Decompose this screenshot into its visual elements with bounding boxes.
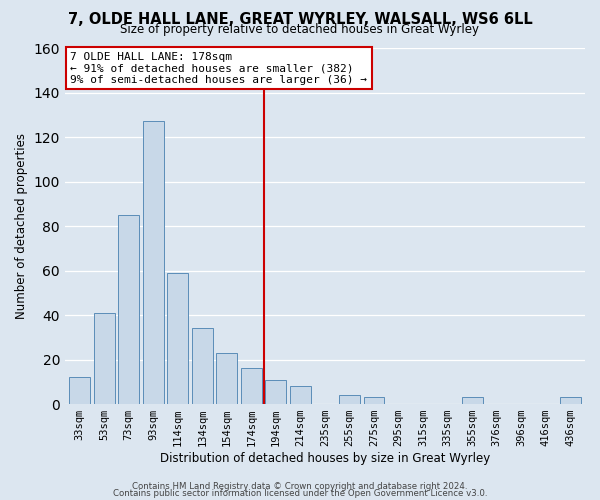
Text: Contains HM Land Registry data © Crown copyright and database right 2024.: Contains HM Land Registry data © Crown c… bbox=[132, 482, 468, 491]
Text: 7, OLDE HALL LANE, GREAT WYRLEY, WALSALL, WS6 6LL: 7, OLDE HALL LANE, GREAT WYRLEY, WALSALL… bbox=[68, 12, 532, 28]
Text: Contains public sector information licensed under the Open Government Licence v3: Contains public sector information licen… bbox=[113, 490, 487, 498]
Bar bbox=[339, 395, 360, 404]
Bar bbox=[265, 380, 286, 404]
Bar bbox=[69, 378, 90, 404]
Text: Size of property relative to detached houses in Great Wyrley: Size of property relative to detached ho… bbox=[121, 22, 479, 36]
X-axis label: Distribution of detached houses by size in Great Wyrley: Distribution of detached houses by size … bbox=[160, 452, 490, 465]
Bar bbox=[94, 313, 115, 404]
Bar bbox=[167, 273, 188, 404]
Bar bbox=[462, 398, 482, 404]
Text: 7 OLDE HALL LANE: 178sqm
← 91% of detached houses are smaller (382)
9% of semi-d: 7 OLDE HALL LANE: 178sqm ← 91% of detach… bbox=[70, 52, 367, 85]
Bar bbox=[217, 353, 237, 404]
Bar bbox=[290, 386, 311, 404]
Bar bbox=[560, 398, 581, 404]
Bar bbox=[118, 215, 139, 404]
Bar bbox=[143, 122, 164, 404]
Y-axis label: Number of detached properties: Number of detached properties bbox=[15, 133, 28, 319]
Bar bbox=[192, 328, 213, 404]
Bar bbox=[241, 368, 262, 404]
Bar bbox=[364, 398, 385, 404]
